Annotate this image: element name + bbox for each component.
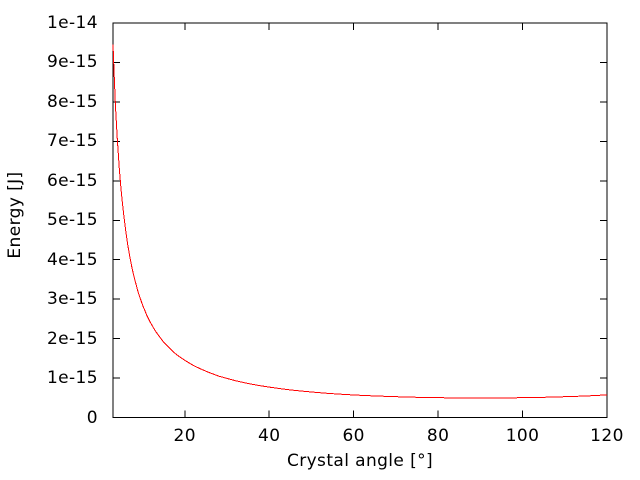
x-tick-label: 20 bbox=[173, 426, 196, 446]
x-tick-label: 100 bbox=[505, 426, 540, 446]
y-tick-label: 8e-15 bbox=[46, 91, 98, 112]
y-tick-label: 3e-15 bbox=[46, 289, 98, 310]
y-tick-label: 9e-15 bbox=[46, 52, 98, 73]
y-tick-label: 1e-14 bbox=[46, 13, 98, 33]
y-tick-label: 6e-15 bbox=[46, 170, 98, 191]
y-tick-label: 0 bbox=[86, 407, 98, 428]
x-axis-title: Crystal angle [°] bbox=[286, 451, 434, 471]
x-tick-label: 60 bbox=[342, 426, 365, 446]
x-tick-label: 40 bbox=[258, 426, 281, 446]
x-tick-label: 80 bbox=[426, 426, 450, 446]
y-tick-label: 5e-15 bbox=[46, 210, 98, 231]
plot-border bbox=[112, 22, 608, 418]
x-tick-label: 120 bbox=[590, 426, 624, 446]
y-tick-label: 7e-15 bbox=[46, 131, 98, 152]
energy-curve bbox=[112, 44, 608, 399]
y-tick-label: 4e-15 bbox=[46, 249, 98, 270]
y-tick-label: 2e-15 bbox=[46, 328, 98, 349]
y-tick-label: 1e-15 bbox=[46, 368, 98, 389]
